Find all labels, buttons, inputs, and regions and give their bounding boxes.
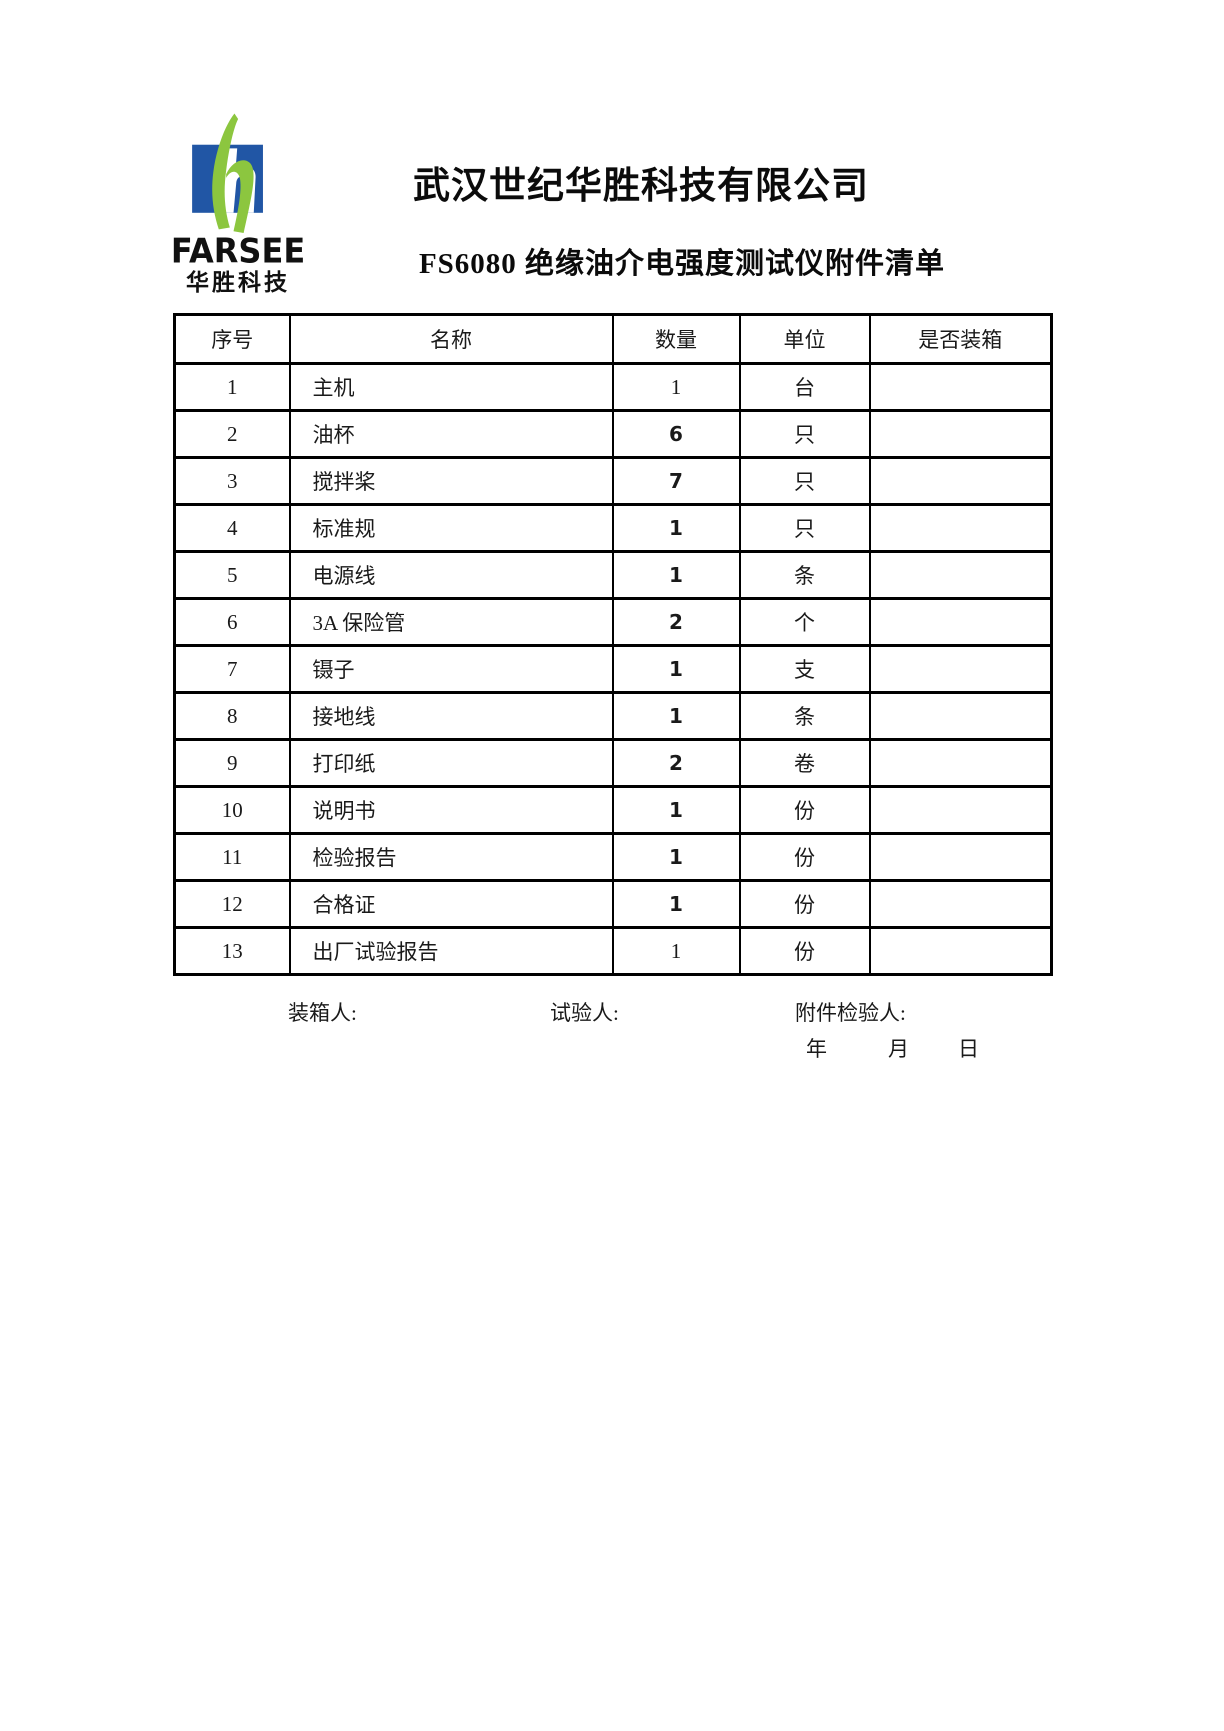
table-row: 13 出厂试验报告 1 份 <box>173 926 1053 976</box>
inspector-label: 附件检验人: <box>795 1001 906 1025</box>
col-header-packed: 是否装箱 <box>868 313 1053 365</box>
brand-wordmark: FARSEE <box>170 231 306 271</box>
row-qty-cell: 1 <box>611 644 741 694</box>
row-qty-cell: 6 <box>611 409 741 459</box>
row-packed-cell <box>868 597 1053 647</box>
row-name-cell: 电源线 <box>288 550 614 600</box>
table-row: 5 电源线 1 条 <box>173 550 1053 600</box>
accessories-table: 序号 名称 数量 单位 是否装箱 1 主机 1 台 2 油杯 6 只 3 搅拌桨 7 只 4 标准规 1 只 5… <box>173 313 1053 976</box>
row-packed-cell <box>868 550 1053 600</box>
table-row: 6 3A 保险管 2 个 <box>173 597 1053 647</box>
table-row: 7 镊子 1 支 <box>173 644 1053 694</box>
col-header-unit: 单位 <box>738 313 871 365</box>
row-packed-cell <box>868 785 1053 835</box>
row-packed-cell <box>868 738 1053 788</box>
table-row: 4 标准规 1 只 <box>173 503 1053 553</box>
company-title: 武汉世纪华胜科技有限公司 <box>413 165 869 206</box>
row-no-cell: 4 <box>173 503 291 553</box>
row-unit-cell: 份 <box>738 832 871 882</box>
row-qty-cell: 1 <box>611 785 741 835</box>
row-no-cell: 12 <box>173 879 291 929</box>
row-unit-cell: 卷 <box>738 738 871 788</box>
row-no-cell: 11 <box>173 832 291 882</box>
row-name-cell: 检验报告 <box>288 832 614 882</box>
date-year-label: 年 <box>806 1037 827 1061</box>
date-month-label: 月 <box>888 1037 909 1061</box>
date-day-label: 日 <box>958 1037 979 1061</box>
row-packed-cell <box>868 691 1053 741</box>
row-no-cell: 10 <box>173 785 291 835</box>
table-row: 12 合格证 1 份 <box>173 879 1053 929</box>
row-no-cell: 3 <box>173 456 291 506</box>
row-unit-cell: 份 <box>738 879 871 929</box>
brand-wordmark-cn: 华胜科技 <box>186 269 290 295</box>
col-header-name: 名称 <box>288 313 614 365</box>
doc-title: FS6080 绝缘油介电强度测试仪附件清单 <box>418 248 946 280</box>
table-row: 10 说明书 1 份 <box>173 785 1053 835</box>
row-name-cell: 搅拌桨 <box>288 456 614 506</box>
row-qty-cell: 1 <box>611 503 741 553</box>
row-unit-cell: 份 <box>738 785 871 835</box>
table-row: 1 主机 1 台 <box>173 362 1053 412</box>
row-name-cell: 出厂试验报告 <box>288 926 614 976</box>
row-qty-cell: 2 <box>611 738 741 788</box>
row-no-cell: 13 <box>173 926 291 976</box>
row-packed-cell <box>868 926 1053 976</box>
row-qty-cell: 1 <box>611 362 741 412</box>
table-row: 8 接地线 1 条 <box>173 691 1053 741</box>
row-packed-cell <box>868 879 1053 929</box>
row-packed-cell <box>868 456 1053 506</box>
row-no-cell: 5 <box>173 550 291 600</box>
table-row: 3 搅拌桨 7 只 <box>173 456 1053 506</box>
row-packed-cell <box>868 832 1053 882</box>
row-unit-cell: 条 <box>738 550 871 600</box>
row-packed-cell <box>868 409 1053 459</box>
table-row: 9 打印纸 2 卷 <box>173 738 1053 788</box>
row-no-cell: 7 <box>173 644 291 694</box>
row-name-cell: 3A 保险管 <box>288 597 614 647</box>
row-name-cell: 说明书 <box>288 785 614 835</box>
row-unit-cell: 只 <box>738 503 871 553</box>
row-unit-cell: 份 <box>738 926 871 976</box>
row-qty-cell: 1 <box>611 926 741 976</box>
table-row: 11 检验报告 1 份 <box>173 832 1053 882</box>
tester-label: 试验人: <box>550 1001 619 1025</box>
packer-label: 装箱人: <box>288 1001 357 1025</box>
farsee-logo-icon <box>192 113 263 234</box>
row-no-cell: 1 <box>173 362 291 412</box>
row-unit-cell: 只 <box>738 409 871 459</box>
row-unit-cell: 支 <box>738 644 871 694</box>
row-name-cell: 合格证 <box>288 879 614 929</box>
row-name-cell: 镊子 <box>288 644 614 694</box>
col-header-qty: 数量 <box>611 313 741 365</box>
row-qty-cell: 1 <box>611 691 741 741</box>
row-name-cell: 油杯 <box>288 409 614 459</box>
row-unit-cell: 条 <box>738 691 871 741</box>
row-name-cell: 打印纸 <box>288 738 614 788</box>
row-qty-cell: 2 <box>611 597 741 647</box>
row-no-cell: 8 <box>173 691 291 741</box>
row-no-cell: 6 <box>173 597 291 647</box>
row-unit-cell: 个 <box>738 597 871 647</box>
table-header-row: 序号 名称 数量 单位 是否装箱 <box>173 313 1053 365</box>
row-qty-cell: 1 <box>611 832 741 882</box>
row-name-cell: 主机 <box>288 362 614 412</box>
row-unit-cell: 只 <box>738 456 871 506</box>
table-row: 2 油杯 6 只 <box>173 409 1053 459</box>
row-qty-cell: 1 <box>611 879 741 929</box>
row-qty-cell: 1 <box>611 550 741 600</box>
row-packed-cell <box>868 503 1053 553</box>
row-name-cell: 标准规 <box>288 503 614 553</box>
row-qty-cell: 7 <box>611 456 741 506</box>
row-packed-cell <box>868 644 1053 694</box>
col-header-no: 序号 <box>173 313 291 365</box>
row-name-cell: 接地线 <box>288 691 614 741</box>
row-packed-cell <box>868 362 1053 412</box>
row-unit-cell: 台 <box>738 362 871 412</box>
row-no-cell: 9 <box>173 738 291 788</box>
row-no-cell: 2 <box>173 409 291 459</box>
table-body: 1 主机 1 台 2 油杯 6 只 3 搅拌桨 7 只 4 标准规 1 只 5 电源线 1 条 6 3A 保险管 2 个 7 镊子… <box>173 362 1053 976</box>
